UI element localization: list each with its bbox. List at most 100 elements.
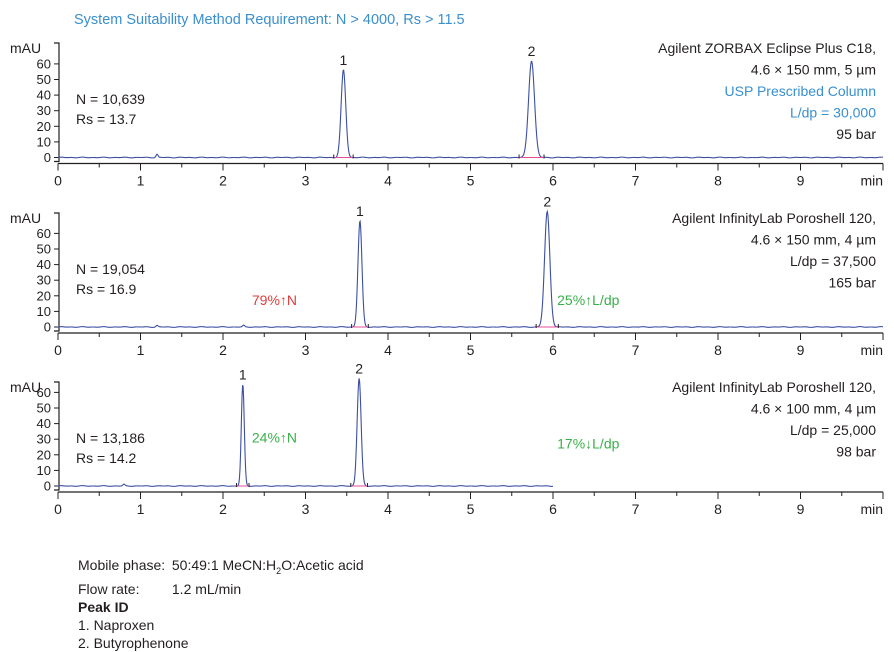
column-info-line: USP Prescribed Column	[725, 83, 876, 99]
y-tick-label: 40	[37, 257, 51, 272]
peak-stat: Rs = 14.2	[76, 450, 137, 466]
x-tick-label: 0	[54, 173, 62, 189]
y-tick-label: 20	[37, 447, 51, 462]
x-tick-label: 3	[302, 501, 310, 517]
x-tick-label: 0	[54, 342, 62, 358]
improvement-annotation: 17%↓L/dp	[557, 436, 619, 452]
y-tick-label: 0	[44, 479, 51, 494]
y-tick-label: 60	[37, 226, 51, 241]
x-tick-label: 2	[219, 173, 227, 189]
peak-label: 2	[528, 43, 536, 59]
peak-label: 1	[239, 367, 247, 383]
y-axis-line	[54, 381, 60, 491]
y-tick-label: 20	[37, 288, 51, 303]
improvement-annotation: 79%↑N	[252, 292, 297, 308]
x-tick-label: 5	[467, 501, 475, 517]
y-axis-line	[54, 212, 60, 332]
trace-line	[57, 209, 884, 328]
y-tick-label: 10	[37, 463, 51, 478]
x-tick-label: 9	[797, 173, 805, 189]
y-axis-label: mAU	[10, 40, 41, 56]
column-info-line: 165 bar	[829, 275, 877, 291]
x-tick-label: 4	[384, 342, 392, 358]
x-tick-label: 0	[54, 501, 62, 517]
flow-rate-row: Flow rate: 1.2 mL/min	[78, 580, 364, 598]
column-info-line: L/dp = 30,000	[790, 105, 876, 121]
y-tick-label: 10	[37, 304, 51, 319]
x-tick-label: 3	[302, 342, 310, 358]
mobile-phase-label: Mobile phase:	[78, 557, 166, 573]
x-tick-label: 6	[549, 342, 557, 358]
y-tick-label: 40	[37, 416, 51, 431]
x-tick-label: 3	[302, 173, 310, 189]
peak-id-1: 1. Naproxen	[78, 616, 155, 633]
peak-stat: N = 10,639	[76, 91, 145, 107]
peak-stat: N = 13,186	[76, 430, 145, 446]
trace-line	[57, 378, 554, 487]
x-tick-label: 5	[467, 342, 475, 358]
trace-line	[57, 60, 884, 159]
peak-id-2: 2. Butyrophenone	[78, 634, 189, 651]
suitability-header: System Suitability Method Requirement: N…	[74, 12, 465, 28]
peak-label: 1	[356, 203, 364, 219]
y-tick-label: 10	[37, 134, 51, 149]
x-tick-label: 4	[384, 173, 392, 189]
column-info-line: Agilent ZORBAX Eclipse Plus C18,	[658, 40, 876, 56]
x-tick-label: 8	[714, 342, 722, 358]
column-info-line: L/dp = 37,500	[790, 253, 876, 269]
column-info-line: 98 bar	[836, 444, 876, 460]
y-axis-line	[54, 42, 60, 163]
y-tick-label: 60	[37, 56, 51, 71]
x-tick-label: 8	[714, 501, 722, 517]
column-info-line: L/dp = 25,000	[790, 422, 876, 438]
x-tick-label: 6	[549, 501, 557, 517]
y-tick-label: 60	[37, 385, 51, 400]
x-tick-label: 1	[137, 342, 145, 358]
peak-stat: N = 19,054	[76, 261, 145, 277]
x-tick-label: 7	[632, 173, 640, 189]
x-tick-label: 6	[549, 173, 557, 189]
peak-label: 1	[340, 52, 348, 68]
column-info-line: 4.6 × 150 mm, 4 µm	[751, 232, 876, 248]
x-tick-label: 9	[797, 342, 805, 358]
y-tick-label: 50	[37, 242, 51, 257]
x-tick-label: 7	[632, 342, 640, 358]
peak-id-heading: Peak ID	[78, 598, 129, 615]
method-footer: Mobile phase: 50:49:1 MeCN:H2O:Acetic ac…	[78, 556, 364, 652]
x-tick-label: 4	[384, 501, 392, 517]
y-axis-label: mAU	[10, 210, 41, 226]
x-axis-label: min	[860, 342, 883, 358]
y-tick-label: 30	[37, 432, 51, 447]
improvement-annotation: 24%↑N	[252, 429, 297, 445]
improvement-annotation: 25%↑L/dp	[557, 292, 619, 308]
x-tick-label: 5	[467, 173, 475, 189]
x-tick-label: 2	[219, 501, 227, 517]
peak-label: 2	[543, 194, 551, 210]
flow-rate-label: Flow rate:	[78, 580, 140, 597]
y-tick-label: 50	[37, 72, 51, 87]
x-tick-label: 1	[137, 501, 145, 517]
y-tick-label: 30	[37, 273, 51, 288]
x-tick-label: 7	[632, 501, 640, 517]
x-tick-label: 9	[797, 501, 805, 517]
column-info-line: 4.6 × 100 mm, 4 µm	[751, 401, 876, 417]
y-tick-label: 0	[44, 150, 51, 165]
x-tick-label: 8	[714, 173, 722, 189]
mobile-phase-value: 50:49:1 MeCN:H2O:Acetic acid	[171, 557, 364, 576]
column-info-line: 95 bar	[836, 126, 876, 142]
peak-stat: Rs = 16.9	[76, 281, 137, 297]
chromatogram-figure: System Suitability Method Requirement: N…	[10, 12, 884, 517]
y-tick-label: 30	[37, 103, 51, 118]
column-info-line: Agilent InfinityLab Poroshell 120,	[672, 210, 876, 226]
x-axis-label: min	[860, 501, 883, 517]
y-tick-label: 20	[37, 119, 51, 134]
x-tick-label: 2	[219, 342, 227, 358]
flow-rate-value: 1.2 mL/min	[171, 580, 242, 597]
column-info-line: 4.6 × 150 mm, 5 µm	[751, 62, 876, 78]
x-tick-label: 1	[137, 173, 145, 189]
y-tick-label: 40	[37, 88, 51, 103]
y-tick-label: 0	[44, 320, 51, 335]
